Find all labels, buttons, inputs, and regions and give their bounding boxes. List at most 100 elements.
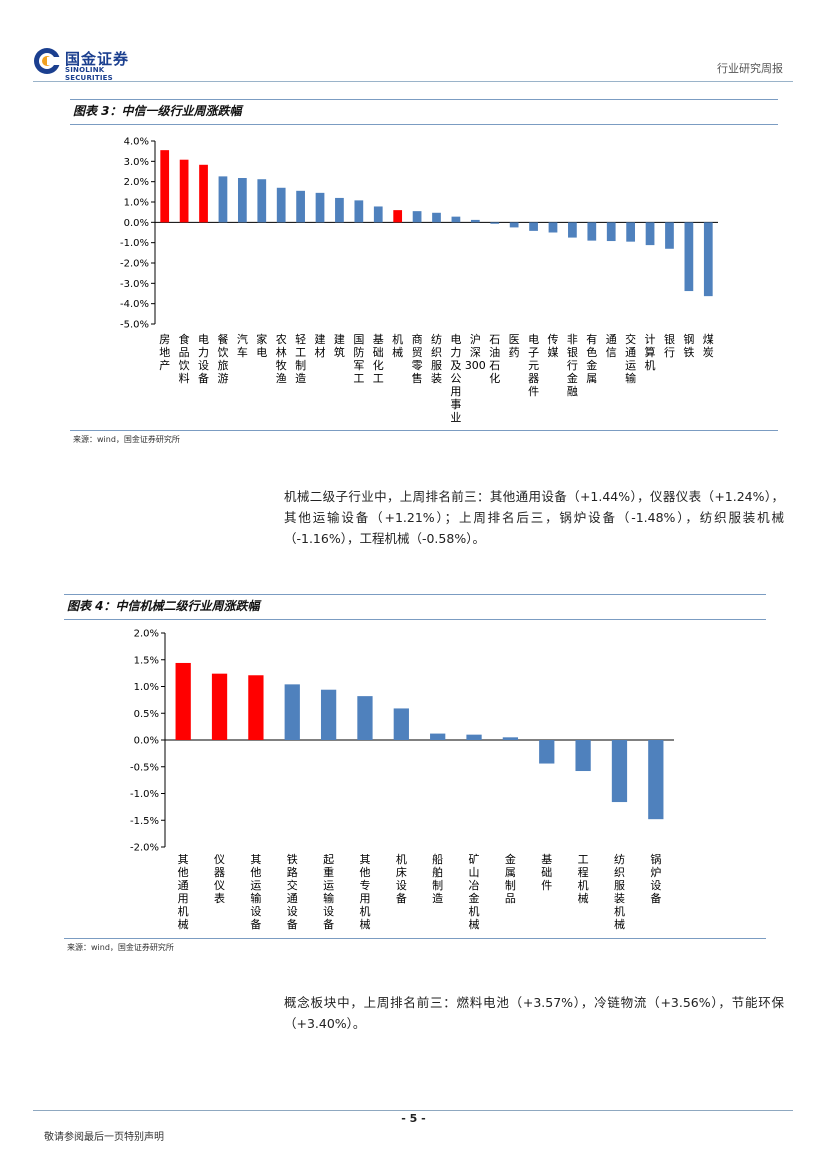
figure4-source: 来源：wind，国金证券研究所 [67,943,174,952]
category-label: 金属制品 [505,852,516,905]
figure4-top-rule [64,594,766,595]
category-label: 建筑 [334,332,345,359]
page-number: - 5 - [401,1112,426,1125]
y-tick-label: -2.0% [130,843,159,854]
bar-电子元器件 [529,222,538,231]
category-label: 商贸零售 [412,332,423,385]
paragraph-concept-sectors: 概念板块中，上周排名前三：燃料电池（+3.57%），冷链物流（+3.56%），节… [284,995,784,1031]
category-label: 起重运输设备 [323,853,334,931]
bar-轻工制造 [296,190,305,223]
category-label: 国防军工 [353,333,364,385]
bar-汽车 [237,178,247,223]
bar-其他通用机械 [175,662,191,740]
category-label: 交通运输 [625,332,636,385]
figure4-chart: 2.0% 1.5% 1.0% 0.5% 0.0% -0.5% -1.0% -1.5% -2.0%… [130,629,674,931]
y-tick-label: -2.0% [120,259,149,270]
bar-电力及公用事业 [451,216,461,223]
figure4-bottom-rule [64,938,766,939]
y-tick-label: 1.0% [134,682,159,693]
bar-机床设备 [393,708,409,740]
category-label: 基础件 [541,853,552,892]
bar-船舶制造 [430,733,446,740]
bar-计算机 [645,222,655,246]
category-label: 沪深 300 [465,332,486,372]
figure3-bottom-rule [70,430,778,431]
bar-基础化工 [373,206,383,223]
y-tick-label: -4.0% [120,299,149,310]
category-label: 银行 [664,332,675,359]
bar-石油石化 [490,222,500,224]
bar-非银行金融 [568,222,577,238]
figure3-top-rule [70,99,778,100]
bar-其他专用机械 [357,696,373,740]
bar-通信 [606,222,616,242]
category-label: 锅炉设备 [650,853,661,905]
bar-有色金属 [587,222,597,241]
bar-房地产 [160,150,170,223]
bar-电力设备 [199,164,208,223]
bar-纺织服装机械 [611,740,628,803]
document-type: 行业研究周报 [717,62,783,75]
category-label: 餐饮旅游 [217,332,228,385]
bar-食品饮料 [179,159,189,223]
figure4-title: 图表 4：中信机械二级行业周涨跌幅 [67,599,260,613]
bar-工程机械 [575,740,591,772]
y-tick-label: 1.0% [124,198,149,209]
bar-煤炭 [703,222,713,297]
category-label: 钢铁 [683,333,694,359]
category-label: 船舶制造 [432,852,443,905]
bar-商贸零售 [412,211,422,223]
bar-机械 [393,210,403,223]
figure3-title: 图表 3：中信一级行业周涨跌幅 [73,104,242,118]
category-label: 非银行金融 [567,333,578,398]
category-label: 轻工制造 [295,332,306,385]
category-label: 矿山冶金机械 [469,853,480,931]
y-tick-label: -3.0% [120,279,149,290]
y-tick-label: -1.0% [130,789,159,800]
logo-mark-icon [34,48,61,74]
category-label: 其他通用机械 [178,853,189,931]
logo-en-text: SINOLINK SECURITIES [65,66,113,82]
bar-锅炉设备 [648,740,664,820]
category-label: 铁路交通设备 [287,853,298,931]
y-tick-label: -1.0% [120,238,149,249]
bar-其他运输设备 [248,675,264,740]
bar-国防军工 [354,200,364,223]
bar-纺织服装 [432,212,441,223]
category-label: 汽车 [237,332,248,359]
y-tick-label: 0.0% [134,736,159,747]
y-tick-label: 0.0% [124,218,149,229]
y-tick-label: -1.5% [130,816,159,827]
category-label: 农林牧渔 [276,332,287,385]
y-tick-label: -5.0% [120,320,149,331]
category-label: 机床设备 [396,852,407,905]
paragraph-machinery-subsectors: 机械二级子行业中，上周排名前三：其他通用设备（+1.44%），仪器仪表（+1.2… [284,489,784,546]
bar-传媒 [548,222,558,233]
y-tick-label: -0.5% [130,762,159,773]
category-label: 电力及公用事业 [450,333,461,424]
bar-铁路交通设备 [284,684,300,740]
bar-起重运输设备 [320,689,337,740]
y-tick-label: 2.0% [124,177,149,188]
y-tick-label: 3.0% [124,157,149,168]
y-tick-label: 4.0% [124,137,149,148]
bar-交通运输 [626,222,636,242]
bar-基础件 [539,740,555,764]
category-label: 煤炭 [703,333,714,359]
footer-divider [33,1110,793,1111]
category-label: 家电 [256,332,267,359]
category-label: 机械 [392,332,403,359]
bar-建材 [315,192,325,223]
bar-餐饮旅游 [218,176,228,223]
category-label: 通信 [606,333,617,359]
bar-医药 [509,222,519,228]
category-label: 工程机械 [578,853,589,905]
figure3-source: 来源：wind，国金证券研究所 [73,435,180,444]
footer-disclaimer: 敬请参阅最后一页特别声明 [44,1132,164,1143]
company-logo: 国金证券 SINOLINK SECURITIES [33,47,153,82]
bar-仪器仪表 [211,673,228,740]
figure3-title-rule [70,124,778,125]
bar-矿山冶金机械 [466,734,482,740]
bar-沪深300 [470,219,480,223]
category-label: 纺织服装 [431,332,442,385]
